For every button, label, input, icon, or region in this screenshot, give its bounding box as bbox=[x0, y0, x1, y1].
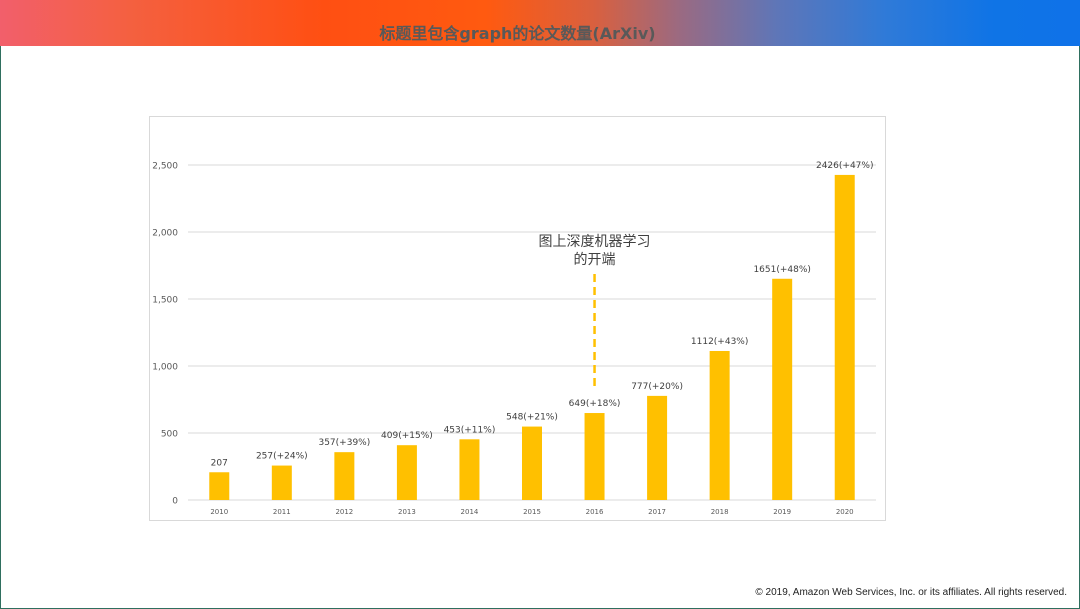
x-tick-label: 2017 bbox=[648, 508, 666, 516]
data-label: 2426(+47%) bbox=[816, 161, 873, 171]
data-label: 257(+24%) bbox=[256, 452, 308, 462]
data-label: 1651(+48%) bbox=[753, 265, 810, 275]
y-tick-label: 0 bbox=[172, 497, 178, 507]
x-tick-label: 2013 bbox=[398, 508, 416, 516]
x-tick-label: 2012 bbox=[335, 508, 353, 516]
copyright-footer: © 2019, Amazon Web Services, Inc. or its… bbox=[755, 587, 1067, 598]
bar bbox=[271, 465, 292, 500]
data-label: 207 bbox=[211, 458, 228, 468]
bar bbox=[647, 395, 668, 500]
bar bbox=[209, 472, 230, 500]
data-label: 357(+39%) bbox=[318, 438, 370, 448]
data-label: 649(+18%) bbox=[569, 399, 621, 409]
bar bbox=[709, 350, 730, 500]
y-tick-label: 2,000 bbox=[152, 229, 178, 239]
y-tick-label: 500 bbox=[161, 430, 178, 440]
data-label: 548(+21%) bbox=[506, 413, 558, 423]
x-tick-label: 2020 bbox=[836, 508, 854, 516]
top-banner bbox=[0, 0, 1080, 46]
data-label: 1112(+43%) bbox=[691, 337, 748, 347]
data-label: 777(+20%) bbox=[631, 382, 683, 392]
bar bbox=[459, 439, 480, 500]
y-tick-label: 1,500 bbox=[152, 296, 178, 306]
data-label: 453(+11%) bbox=[444, 425, 496, 435]
bar bbox=[834, 174, 855, 500]
x-tick-label: 2016 bbox=[586, 508, 604, 516]
bar bbox=[334, 452, 355, 500]
x-tick-label: 2011 bbox=[273, 508, 291, 516]
x-tick-label: 2018 bbox=[711, 508, 729, 516]
x-tick-label: 2019 bbox=[773, 508, 791, 516]
y-tick-label: 2,500 bbox=[152, 162, 178, 172]
data-label: 409(+15%) bbox=[381, 431, 433, 441]
x-tick-label: 2015 bbox=[523, 508, 541, 516]
chart-area bbox=[149, 116, 886, 521]
bar bbox=[584, 413, 605, 500]
bar bbox=[396, 445, 417, 500]
y-tick-label: 1,000 bbox=[152, 363, 178, 373]
annotation-text: 图上深度机器学习 bbox=[539, 234, 651, 250]
x-tick-label: 2014 bbox=[461, 508, 479, 516]
chart-title: 标题里包含graph的论文数量(ArXiv) bbox=[379, 24, 656, 43]
annotation-text: 的开端 bbox=[574, 252, 616, 268]
bar bbox=[522, 426, 542, 500]
bar bbox=[772, 278, 793, 500]
x-tick-label: 2010 bbox=[210, 508, 228, 516]
